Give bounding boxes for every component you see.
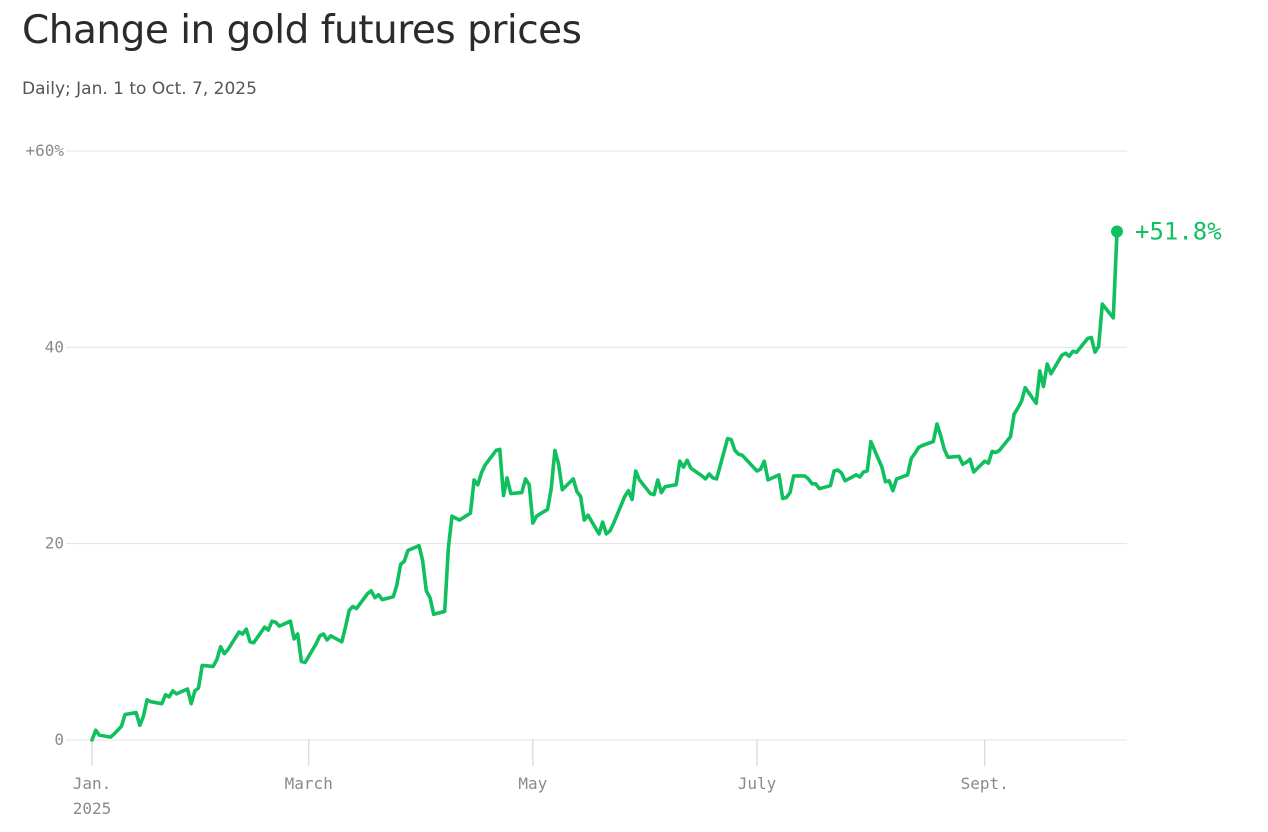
y-tick-label: +60% — [25, 141, 64, 160]
chart-subtitle: Daily; Jan. 1 to Oct. 7, 2025 — [22, 79, 257, 99]
series-line — [90, 229, 1119, 742]
y-tick-label: 20 — [45, 534, 64, 553]
x-tick-label: July — [738, 774, 777, 793]
x-tick-label: Sept. — [961, 774, 1009, 793]
y-tick-label: 40 — [45, 337, 64, 356]
x-tick-label: May — [518, 774, 547, 793]
y-tick-label: 0 — [54, 730, 64, 749]
gridlines — [66, 150, 1127, 741]
x-axis: Jan. 2025 March May July Sept. — [73, 740, 1009, 818]
x-tick-label: March — [285, 774, 333, 793]
chart-title: Change in gold futures prices — [22, 8, 582, 53]
y-axis: 0 20 40 +60% — [25, 141, 64, 749]
end-point-marker — [1111, 225, 1123, 238]
end-value-label: +51.8% — [1135, 217, 1222, 245]
x-tick-label: Jan. — [73, 774, 112, 793]
x-tick-sublabel: 2025 — [73, 799, 112, 818]
